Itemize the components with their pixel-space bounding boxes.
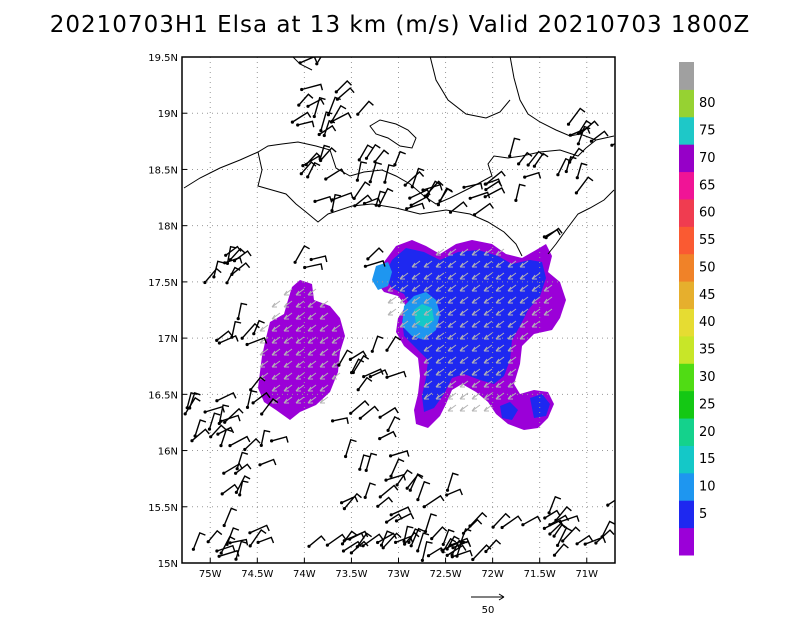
colorbar-label: 30 — [699, 370, 716, 385]
colorbar-segment — [679, 89, 694, 118]
colorbar-label: 20 — [699, 425, 716, 440]
x-tick-label: 71W — [575, 569, 598, 580]
y-tick-label: 15N — [158, 559, 178, 570]
colorbar-segment — [679, 62, 694, 90]
colorbar-label: 50 — [699, 260, 716, 275]
y-tick-label: 18N — [158, 222, 178, 233]
latitude-axis: 15N 15.5N 16N 16.5N 17N 17.5N 18N 18.5N 19N 19.5N — [148, 53, 187, 570]
reference-vector: 50 — [471, 593, 505, 616]
y-tick-label: 19.5N — [148, 53, 178, 64]
colorbar-label: 10 — [699, 480, 716, 495]
y-tick-label: 16.5N — [148, 390, 178, 401]
colorbar-segment — [679, 500, 694, 529]
map-title: 20210703H1 Elsa at 13 km (m/s) Valid 202… — [49, 12, 751, 38]
wind-speed-shading — [258, 240, 566, 430]
colorbar-label: 5 — [699, 507, 707, 522]
colorbar-segment — [679, 418, 694, 446]
reference-vector-label: 50 — [482, 605, 495, 616]
x-tick-label: 74W — [293, 569, 316, 580]
colorbar-label: 65 — [699, 178, 716, 193]
y-tick-label: 17.5N — [148, 278, 178, 289]
y-tick-label: 16N — [158, 447, 178, 458]
colorbar-segment — [679, 171, 694, 200]
x-tick-label: 71.5W — [524, 569, 556, 580]
x-tick-label: 72W — [481, 569, 504, 580]
colorbar-segment — [679, 308, 694, 337]
y-tick-label: 17N — [158, 334, 178, 345]
colorbar-label: 80 — [699, 96, 716, 111]
colorbar: 5 10 15 20 25 30 35 40 45 50 55 60 65 70 75 80 — [679, 62, 716, 556]
colorbar-segment — [679, 390, 694, 419]
longitude-axis: 75W 74.5W 74W 73.5W 73W 72.5W 72W 71.5W 71W — [199, 558, 598, 580]
colorbar-segment — [679, 472, 694, 501]
wind-speed-region — [384, 248, 546, 412]
colorbar-segment — [679, 116, 694, 145]
x-tick-label: 74.5W — [241, 569, 273, 580]
wind-barbs — [183, 57, 615, 563]
colorbar-label: 25 — [699, 397, 716, 412]
colorbar-segment — [679, 335, 694, 364]
colorbar-segment — [679, 253, 694, 282]
colorbar-label: 45 — [699, 288, 716, 303]
wind-speed-region — [500, 402, 518, 420]
colorbar-segment — [679, 198, 694, 227]
colorbar-segment — [679, 363, 694, 392]
colorbar-segment — [679, 445, 694, 474]
colorbar-segment — [679, 527, 694, 556]
colorbar-label: 40 — [699, 315, 716, 330]
colorbar-segment — [679, 144, 694, 173]
lat-lon-grid — [182, 57, 615, 563]
x-tick-label: 75W — [199, 569, 222, 580]
x-tick-label: 73W — [387, 569, 410, 580]
colorbar-label: 55 — [699, 233, 716, 248]
colorbar-segment — [679, 281, 694, 309]
colorbar-label: 15 — [699, 452, 716, 467]
colorbar-label: 35 — [699, 343, 716, 358]
colorbar-label: 60 — [699, 206, 716, 221]
y-tick-label: 15.5N — [148, 503, 178, 514]
wind-speed-region — [372, 262, 392, 290]
colorbar-label: 75 — [699, 123, 716, 138]
y-tick-label: 19N — [158, 109, 178, 120]
x-tick-label: 72.5W — [429, 569, 461, 580]
x-tick-label: 73.5W — [335, 569, 367, 580]
y-tick-label: 18.5N — [148, 165, 178, 176]
colorbar-segment — [679, 226, 694, 255]
colorbar-label: 70 — [699, 151, 716, 166]
wind-speed-region — [530, 394, 550, 418]
